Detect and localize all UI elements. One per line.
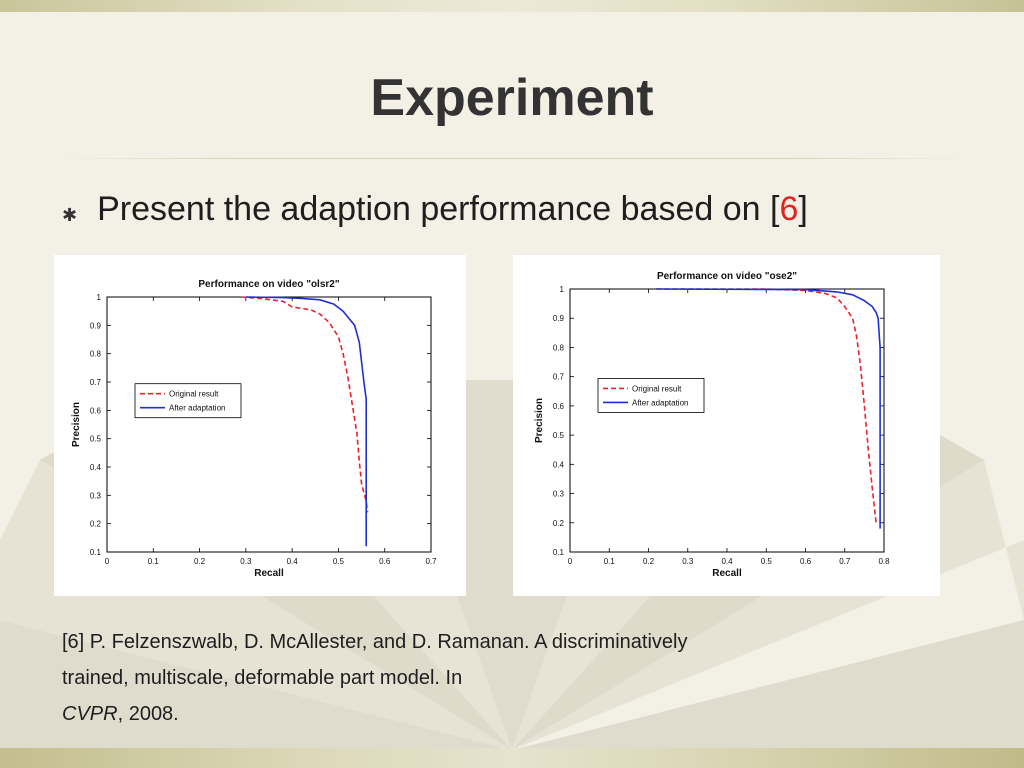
y-tick-label: 0.2 bbox=[90, 520, 102, 529]
citation-line-3: CVPR, 2008. bbox=[62, 696, 942, 732]
bullet-item: ✱ Present the adaption performance based… bbox=[62, 186, 808, 232]
y-tick-label: 0.1 bbox=[90, 548, 102, 557]
x-tick-label: 0.5 bbox=[761, 557, 773, 566]
top-decor-band bbox=[0, 0, 1024, 12]
legend-box bbox=[134, 383, 242, 419]
x-tick-label: 0.1 bbox=[148, 557, 160, 566]
y-tick-label: 0.4 bbox=[90, 463, 102, 472]
series-line-adaptation bbox=[245, 296, 367, 547]
legend-label: Original result bbox=[169, 390, 219, 399]
plot-area bbox=[106, 296, 432, 553]
x-tick-label: 0 bbox=[568, 557, 573, 566]
x-tick-label: 0.7 bbox=[425, 557, 437, 566]
y-tick-label: 0.9 bbox=[553, 314, 565, 323]
y-tick-label: 0.4 bbox=[553, 460, 565, 469]
x-tick-label: 0.6 bbox=[379, 557, 391, 566]
y-tick-label: 0.8 bbox=[553, 343, 565, 352]
y-tick-label: 0.8 bbox=[90, 350, 102, 359]
bullet-text-suffix: ] bbox=[798, 189, 808, 228]
x-tick-label: 0.3 bbox=[240, 557, 252, 566]
bullet-text-prefix: Present the adaption performance based o… bbox=[97, 189, 780, 228]
x-tick-label: 0.6 bbox=[800, 557, 812, 566]
legend-box bbox=[597, 378, 705, 413]
series-line-adaptation bbox=[656, 288, 881, 529]
x-tick-label: 0.3 bbox=[682, 557, 694, 566]
chart-olsr2: Performance on video "olsr2" 0 0.1 0.2 0.3 0.… bbox=[54, 255, 466, 596]
y-tick-label: 1 bbox=[97, 293, 102, 302]
y-tick-label: 0.5 bbox=[90, 435, 102, 444]
title-divider bbox=[52, 158, 972, 159]
x-tick-label: 0.2 bbox=[643, 557, 655, 566]
y-tick-label: 0.2 bbox=[553, 519, 565, 528]
legend-label: After adaptation bbox=[632, 398, 688, 407]
y-tick-label: 0.6 bbox=[90, 406, 102, 415]
chart-title: Performance on video "olsr2" bbox=[198, 279, 339, 290]
x-tick-label: 0.5 bbox=[333, 557, 345, 566]
chart-olsr2-svg: Performance on video "olsr2"0 0.1 0.2 0.3 0.… bbox=[71, 279, 437, 579]
y-tick-label: 0.3 bbox=[553, 490, 565, 499]
citation-line-1: [6] P. Felzenszwalb, D. McAllester, and … bbox=[62, 631, 688, 653]
y-tick-label: 1 bbox=[560, 285, 565, 294]
citation: [6] P. Felzenszwalb, D. McAllester, and … bbox=[62, 624, 942, 732]
y-tick-label: 0.7 bbox=[90, 378, 102, 387]
chart-ose2-svg: Performance on video "ose2"0 0.1 0.2 0.3 0.4… bbox=[534, 271, 890, 579]
citation-year: , 2008. bbox=[117, 703, 179, 725]
chart-title: Performance on video "ose2" bbox=[657, 271, 797, 282]
x-axis-label: Recall bbox=[712, 568, 742, 579]
y-tick-label: 0.9 bbox=[90, 321, 102, 330]
y-tick-label: 0.1 bbox=[553, 548, 565, 557]
plot-area bbox=[569, 288, 885, 553]
x-tick-label: 0.4 bbox=[721, 557, 733, 566]
y-tick-label: 0.3 bbox=[90, 491, 102, 500]
x-tick-label: 0.1 bbox=[604, 557, 616, 566]
y-axis-label: Precision bbox=[534, 398, 545, 443]
reference-link[interactable]: 6 bbox=[779, 189, 799, 228]
slide-title: Experiment bbox=[370, 69, 654, 127]
x-tick-label: 0.7 bbox=[839, 557, 851, 566]
series-line-original bbox=[656, 288, 877, 523]
y-tick-label: 0.7 bbox=[553, 373, 565, 382]
x-axis-label: Recall bbox=[254, 568, 284, 579]
chart-ose2: Performance on video "ose2" 0 0.1 0.2 0.3 0.4… bbox=[513, 255, 940, 596]
series-line-original bbox=[241, 296, 369, 513]
y-tick-label: 0.5 bbox=[553, 431, 565, 440]
citation-line-2: trained, multiscale, deformable part mod… bbox=[62, 667, 463, 689]
y-tick-label: 0.6 bbox=[553, 402, 565, 411]
legend-label: Original result bbox=[632, 384, 682, 393]
legend-label: After adaptation bbox=[169, 404, 225, 413]
x-tick-label: 0 bbox=[105, 557, 110, 566]
bottom-decor-band bbox=[0, 748, 1024, 768]
x-tick-label: 0.4 bbox=[287, 557, 299, 566]
y-axis-label: Precision bbox=[71, 402, 82, 447]
x-tick-label: 0.8 bbox=[878, 557, 890, 566]
citation-venue: CVPR bbox=[62, 703, 118, 725]
x-tick-label: 0.2 bbox=[194, 557, 206, 566]
asterisk-bullet-icon: ✱ bbox=[62, 204, 78, 225]
